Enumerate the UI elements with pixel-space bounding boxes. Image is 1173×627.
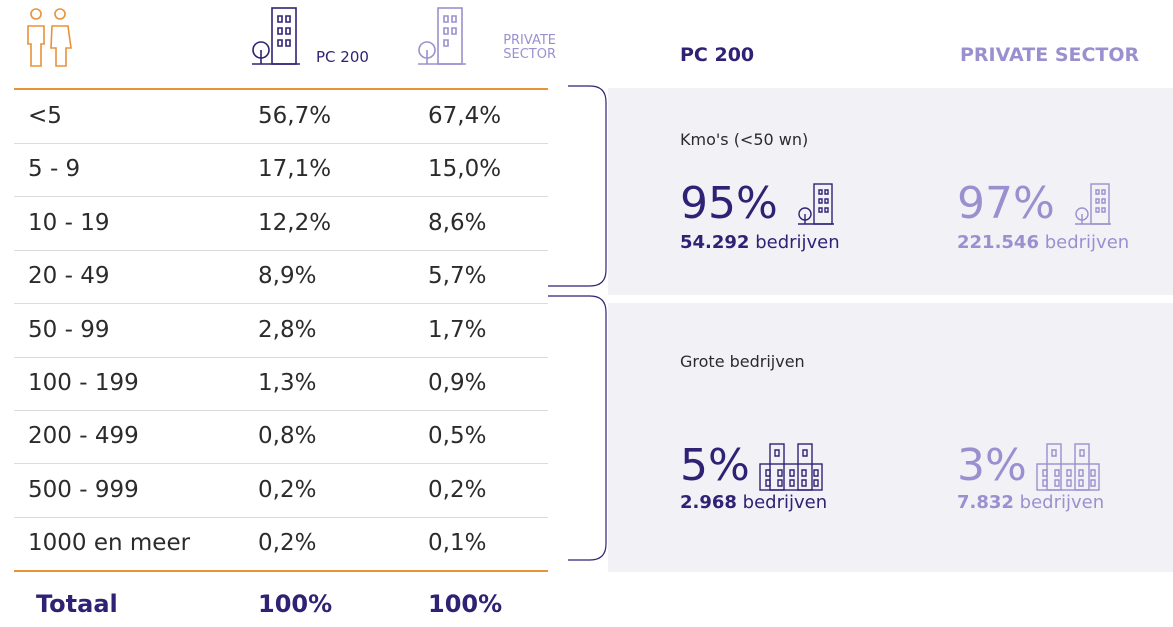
unit: bedrijven (1044, 232, 1130, 253)
cell-value: 2,8% (258, 316, 317, 343)
cell-value: 67,4% (428, 103, 502, 129)
cell-label: 5 - 9 (28, 156, 81, 183)
cell-label: 50 - 99 (28, 316, 110, 343)
count: 7.832 (957, 492, 1014, 513)
cell-value: 8,9% (258, 263, 317, 290)
table-row: 100 - 199 1,3% 0,9% (14, 357, 548, 411)
cell-value: 1,3% (258, 370, 317, 396)
cell-value: 0,5% (428, 423, 487, 450)
cell-label: 100 - 199 (28, 370, 139, 396)
cell-label: 500 - 999 (28, 476, 139, 503)
cell-value: 0,8% (258, 423, 317, 450)
total-value: 100% (428, 590, 503, 618)
cell-value: 0,9% (428, 370, 487, 396)
cell-label: 200 - 499 (28, 423, 139, 450)
cell-value: 15,0% (428, 156, 502, 183)
building-icon (1036, 443, 1100, 491)
table-row: 200 - 499 0,8% 0,5% (14, 410, 548, 465)
count-line: 54.292 bedrijven (680, 232, 840, 253)
cell-value: 8,6% (428, 209, 487, 236)
cell-value: 56,7% (258, 103, 332, 129)
percentage: 95% (680, 178, 778, 229)
count-line: 2.968 bedrijven (680, 492, 827, 513)
braces (548, 85, 607, 561)
summary-header: PRIVATE SECTOR (960, 44, 1140, 66)
cell-value: 1,7% (428, 316, 487, 343)
people-icon (27, 8, 72, 67)
col-header: PC 200 (316, 48, 369, 66)
table-row: <5 56,7% 67,4% (14, 90, 548, 144)
cell-value: 17,1% (258, 156, 332, 183)
cell-value: 0,1% (428, 530, 487, 557)
cell-label: 10 - 19 (28, 209, 110, 236)
table-row: 50 - 99 2,8% 1,7% (14, 304, 548, 358)
building-icon (798, 183, 834, 225)
count: 221.546 (957, 232, 1039, 253)
table-row: 500 - 999 0,2% 0,2% (14, 464, 548, 518)
unit: bedrijven (755, 232, 840, 253)
cell-label: <5 (28, 103, 62, 129)
group-label: Kmo's (<50 wn) (680, 130, 809, 149)
cell-value: 0,2% (428, 476, 487, 503)
count: 2.968 (680, 492, 737, 513)
table-row: 1000 en meer 0,2% 0,1% (14, 517, 548, 570)
unit: bedrijven (742, 492, 828, 513)
building-icon (418, 7, 466, 65)
table-row: 5 - 9 17,1% 15,0% (14, 143, 548, 198)
group-label: Grote bedrijven (680, 352, 805, 371)
building-icon (759, 443, 823, 491)
count-line: 221.546 bedrijven (957, 232, 1129, 253)
divider (14, 570, 548, 572)
building-icon (1075, 183, 1111, 225)
table-row: 20 - 49 8,9% 5,7% (14, 250, 548, 305)
cell-value: 5,7% (428, 263, 487, 290)
cell-value: 0,2% (258, 530, 317, 557)
count-line: 7.832 bedrijven (957, 492, 1104, 513)
percentage: 3% (957, 440, 1027, 491)
divider (14, 88, 548, 90)
total-value: 100% (258, 590, 333, 618)
cell-label: 20 - 49 (28, 263, 110, 290)
cell-value: 12,2% (258, 209, 332, 236)
building-icon (252, 7, 300, 65)
unit: bedrijven (1019, 492, 1105, 513)
panel (608, 88, 1173, 295)
cell-label: 1000 en meer (28, 530, 191, 557)
count: 54.292 (680, 232, 750, 253)
percentage: 97% (957, 178, 1055, 229)
percentage: 5% (680, 440, 750, 491)
cell-value: 0,2% (258, 476, 317, 503)
total-label: Totaal (36, 590, 118, 618)
summary-header: PC 200 (680, 44, 755, 66)
panel (608, 303, 1173, 572)
table-row: 10 - 19 12,2% 8,6% (14, 197, 548, 251)
col-header: PRIVATE SECTOR (503, 33, 556, 62)
